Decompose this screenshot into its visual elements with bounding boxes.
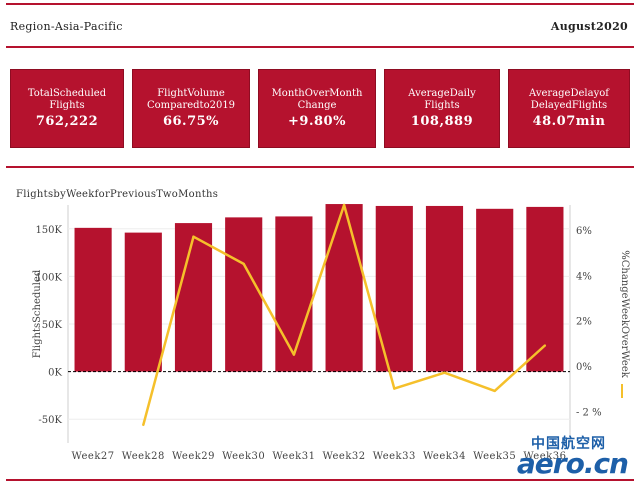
x-tick-label: Week33 <box>373 451 416 462</box>
bar <box>124 232 162 372</box>
cards-rule <box>6 166 634 168</box>
kpi-label: FlightVolume Comparedto2019 <box>146 88 236 111</box>
kpi-cards: TotalScheduled Flights 762,222 FlightVol… <box>10 69 630 149</box>
kpi-label: AverageDaily Flights <box>408 88 476 111</box>
x-tick-label: Week30 <box>222 451 265 462</box>
kpi-value: 48.07min <box>532 114 606 129</box>
watermark-top-text: 中国航空网 <box>531 436 606 452</box>
kpi-card-total-flights: TotalScheduled Flights 762,222 <box>10 69 124 148</box>
y-right-tick-label: 4% <box>576 271 592 282</box>
pct-change-point <box>393 387 396 390</box>
pct-change-point <box>443 371 446 374</box>
kpi-value: 108,889 <box>410 114 474 129</box>
bar <box>74 227 112 372</box>
pct-change-point <box>242 262 245 266</box>
x-tick-label: Week36 <box>523 451 566 462</box>
pct-change-point <box>142 423 145 427</box>
watermark-main-text: aero.cn <box>516 447 629 480</box>
y-left-tick-label: 150K <box>35 225 62 236</box>
region-label: Region-Asia-Pacific <box>10 20 123 33</box>
x-tick-label: Week27 <box>72 451 115 462</box>
bar <box>375 205 413 372</box>
x-tick-label: Week32 <box>323 451 366 462</box>
kpi-value: 66.75% <box>162 114 220 129</box>
kpi-label: MonthOverMonth Change <box>271 88 363 111</box>
y-left-tick-label: 100K <box>35 272 62 283</box>
y-left-tick-label: -50K <box>38 415 62 426</box>
bar <box>425 205 464 372</box>
bar <box>174 223 213 372</box>
x-tick-label: Week28 <box>122 451 165 462</box>
y-right-tick-label: - 2 % <box>576 407 602 418</box>
y-right-tick-label: 0% <box>576 362 592 373</box>
x-tick-label: Week34 <box>423 451 466 462</box>
x-tick-label: Week31 <box>272 451 315 462</box>
pct-change-point <box>292 353 296 356</box>
kpi-value: +9.80% <box>288 114 346 129</box>
bar <box>325 204 363 372</box>
y-left-axis-title: FlightsScheduled <box>32 269 43 358</box>
kpi-card-average-delay: AverageDelayof DelayedFlights 48.07min <box>508 69 630 148</box>
kpi-card-average-daily: AverageDaily Flights 108,889 <box>384 69 500 148</box>
y-right-axis-title: %ChangeWeekOverWeek <box>619 250 630 379</box>
bar <box>225 217 263 372</box>
chart-title: FlightsbyWeekforPreviousTwoMonths <box>16 189 219 200</box>
bar <box>526 206 564 372</box>
top-rule <box>6 3 634 5</box>
pct-change-point <box>493 389 496 393</box>
kpi-card-volume-vs-2019: FlightVolume Comparedto2019 66.75% <box>132 69 250 148</box>
y-right-tick-label: 2% <box>576 317 592 328</box>
aero-watermark-logo: 中国航空网 aero.cn <box>474 433 634 480</box>
bar <box>275 216 313 372</box>
header-rule <box>6 46 634 48</box>
x-tick-label: Week29 <box>172 451 215 462</box>
kpi-label: AverageDelayof DelayedFlights <box>529 88 609 111</box>
y-right-tick-label: 6% <box>576 226 592 237</box>
pct-change-point <box>342 203 346 207</box>
kpi-label: TotalScheduled Flights <box>27 88 107 111</box>
month-label: August2020 <box>550 20 628 33</box>
bottom-rule <box>6 479 634 481</box>
pct-change-point <box>543 344 547 347</box>
kpi-card-month-over-month: MonthOverMonth Change +9.80% <box>258 69 376 148</box>
pct-change-point <box>192 235 195 238</box>
bar <box>476 208 514 372</box>
x-tick-label: Week35 <box>473 451 516 462</box>
y-left-tick-label: 50K <box>42 320 63 331</box>
kpi-value: 762,222 <box>35 114 99 129</box>
y-left-tick-label: 0K <box>48 368 62 379</box>
